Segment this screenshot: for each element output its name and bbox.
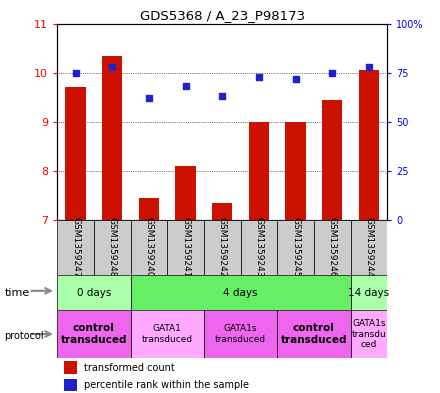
Text: percentile rank within the sample: percentile rank within the sample [84,380,249,390]
Bar [204,220,241,275]
Bar [139,198,159,220]
Text: GSM1359247: GSM1359247 [71,217,80,278]
Bar [176,166,196,220]
Point [365,64,372,70]
Text: GSM1359242: GSM1359242 [218,217,227,278]
Point [72,70,79,76]
Bar [351,275,387,310]
Bar [66,88,86,220]
Bar [131,310,204,358]
Text: time: time [4,288,29,298]
Bar [94,220,131,275]
Bar [277,310,351,358]
Text: 4 days: 4 days [223,288,258,298]
Bar [57,275,131,310]
Bar [204,310,277,358]
Title: GDS5368 / A_23_P98173: GDS5368 / A_23_P98173 [139,9,305,22]
Point [145,95,152,101]
Text: 14 days: 14 days [348,288,389,298]
Bar [359,70,379,220]
Text: GSM1359243: GSM1359243 [254,217,264,278]
Bar [322,100,342,220]
Text: GATA1s
transdu
ced: GATA1s transdu ced [352,319,386,349]
Text: GSM1359245: GSM1359245 [291,217,300,278]
Text: GSM1359246: GSM1359246 [328,217,337,278]
Bar [167,220,204,275]
Text: GSM1359240: GSM1359240 [144,217,154,278]
Bar [241,220,277,275]
Bar [314,220,351,275]
Text: GSM1359244: GSM1359244 [364,217,374,278]
Text: GATA1
transduced: GATA1 transduced [142,324,193,344]
Text: GSM1359241: GSM1359241 [181,217,190,278]
Point [292,75,299,82]
Text: GSM1359248: GSM1359248 [108,217,117,278]
Bar [212,203,232,220]
Bar [351,220,387,275]
Text: 0 days: 0 days [77,288,111,298]
Text: control
transduced: control transduced [281,323,347,345]
Text: protocol: protocol [4,331,44,341]
Bar [57,310,131,358]
Bar [64,361,77,373]
Point [182,83,189,90]
Bar [131,275,351,310]
Text: GATA1s
transduced: GATA1s transduced [215,324,266,344]
Point [109,64,116,70]
Bar [249,122,269,220]
Bar [64,379,77,391]
Bar [286,122,306,220]
Bar [277,220,314,275]
Bar [102,55,122,220]
Point [219,93,226,99]
Point [255,73,262,80]
Bar [351,310,387,358]
Bar [57,220,94,275]
Point [329,70,336,76]
Text: transformed count: transformed count [84,362,174,373]
Text: control
transduced: control transduced [61,323,127,345]
Bar [131,220,167,275]
